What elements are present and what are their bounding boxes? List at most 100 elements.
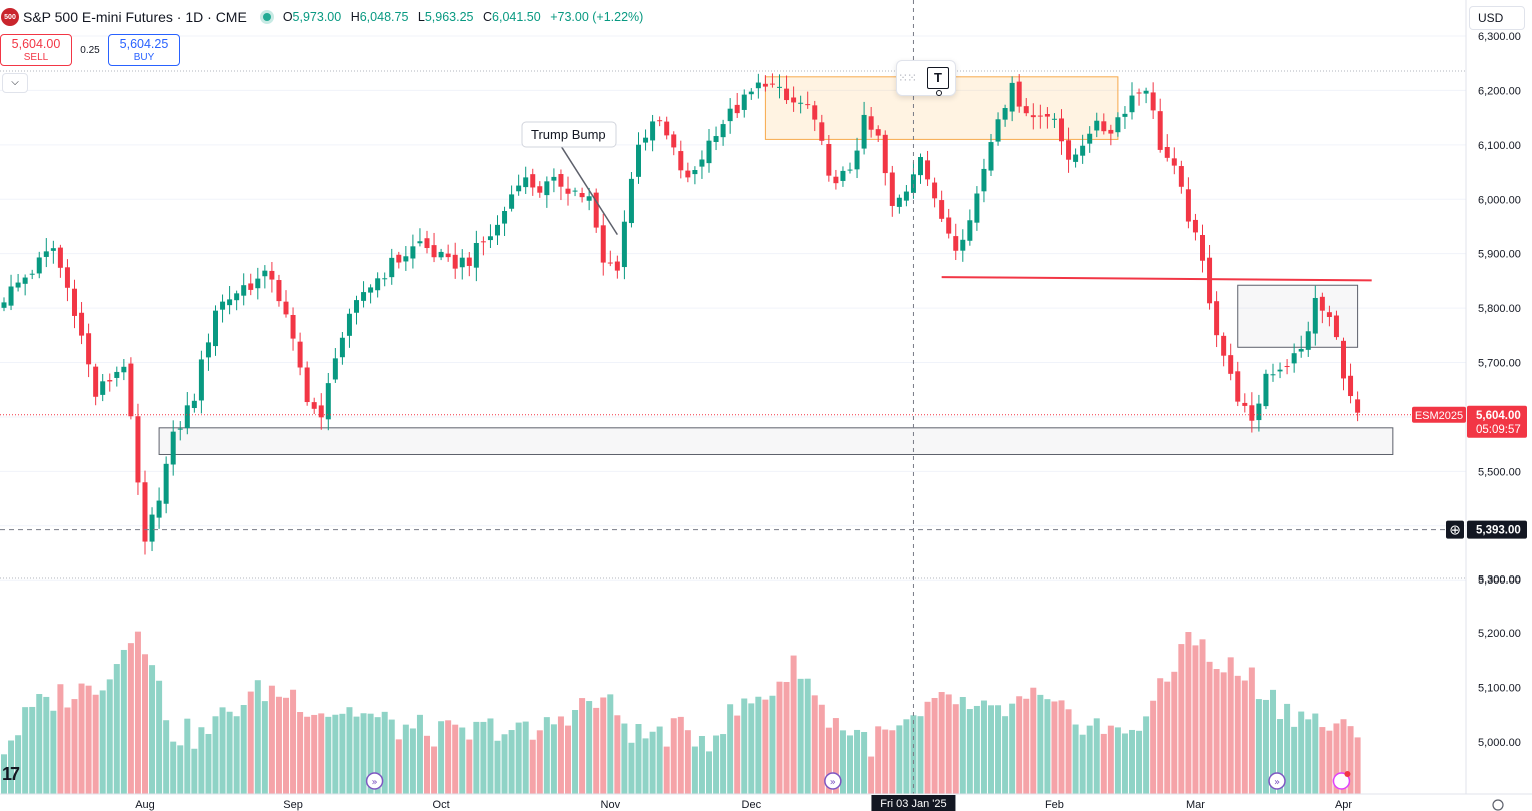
candle-body bbox=[389, 257, 395, 278]
candle-body bbox=[495, 224, 500, 236]
volume-tick-label: 5,200.00 bbox=[1478, 628, 1521, 640]
candle-body bbox=[579, 193, 585, 198]
volume-bar bbox=[1340, 719, 1347, 794]
candle-body bbox=[572, 190, 578, 192]
volume-bar bbox=[170, 741, 177, 794]
candle-body bbox=[445, 253, 451, 258]
close-value: 6,041.50 bbox=[492, 10, 541, 24]
annotation-pointer-line bbox=[560, 145, 618, 236]
symbol-title[interactable]: S&P 500 E-mini Futures · 1D · CME bbox=[23, 9, 247, 25]
candle-body bbox=[713, 136, 719, 142]
volume-bar bbox=[938, 692, 945, 794]
text-tool-icon[interactable]: T bbox=[927, 67, 949, 96]
volume-bar bbox=[1305, 719, 1312, 794]
volume-bar bbox=[233, 716, 240, 794]
volume-bar bbox=[706, 751, 712, 794]
candle-body bbox=[861, 114, 867, 149]
change-value: +73.00 (+1.22%) bbox=[550, 10, 644, 24]
volume-bar bbox=[847, 735, 853, 794]
volume-bar bbox=[1298, 711, 1305, 794]
candle-body bbox=[29, 273, 35, 275]
volume-bar bbox=[1093, 718, 1100, 794]
candle-body bbox=[255, 278, 261, 289]
candle-body bbox=[1270, 374, 1276, 376]
buy-button[interactable]: 5,604.25 BUY bbox=[108, 34, 180, 66]
candle-body bbox=[121, 366, 127, 373]
volume-bar bbox=[1241, 680, 1248, 794]
volume-bar bbox=[1326, 730, 1333, 794]
currency-select[interactable]: USD bbox=[1469, 6, 1525, 30]
volume-bar bbox=[1270, 689, 1276, 794]
volume-bar bbox=[445, 720, 452, 794]
drawing-toolbar[interactable]: ⁙⁙ T bbox=[896, 60, 956, 96]
volume-bar bbox=[325, 716, 332, 794]
volume-bar bbox=[1164, 681, 1171, 794]
volume-bar bbox=[649, 731, 656, 794]
volume-bar bbox=[1121, 733, 1128, 794]
candle-body bbox=[974, 193, 980, 223]
volume-bar bbox=[120, 649, 127, 794]
candle-body bbox=[1087, 133, 1093, 144]
candle-body bbox=[1009, 82, 1015, 112]
volume-bar bbox=[917, 716, 924, 794]
close-label: C bbox=[483, 10, 493, 24]
candle-body bbox=[1298, 348, 1304, 352]
candle-body bbox=[628, 178, 634, 224]
candle-body bbox=[1200, 235, 1205, 261]
drag-handle-icon[interactable]: ⁙⁙ bbox=[897, 71, 917, 85]
plus-icon: ⊕ bbox=[1449, 523, 1461, 539]
time-tick-label: Feb bbox=[1045, 799, 1064, 811]
candle-body bbox=[833, 176, 839, 184]
candle-body bbox=[1312, 297, 1318, 334]
candle-body bbox=[86, 333, 92, 365]
volume-bar bbox=[452, 724, 459, 794]
volume-bar bbox=[621, 723, 628, 794]
candle-body bbox=[276, 280, 282, 302]
volume-bar bbox=[78, 683, 85, 794]
time-tick-label: Aug bbox=[135, 799, 155, 811]
candle-body bbox=[262, 270, 268, 277]
volume-bar bbox=[304, 716, 311, 794]
tradingview-logo-icon[interactable]: 17 bbox=[2, 764, 20, 784]
candle-body bbox=[889, 172, 895, 206]
candle-body bbox=[311, 402, 317, 409]
settings-gear-icon bbox=[1492, 799, 1504, 811]
volume-bar bbox=[995, 705, 1002, 794]
candle-body bbox=[1157, 111, 1163, 150]
candle-body bbox=[692, 170, 698, 175]
volume-bar bbox=[868, 756, 875, 794]
collapse-legend-button[interactable]: ⌵ bbox=[2, 73, 28, 93]
price-tick-label: 6,200.00 bbox=[1478, 85, 1521, 97]
candle-body bbox=[480, 241, 486, 243]
volume-bar bbox=[22, 707, 29, 794]
price-tick-label: 5,900.00 bbox=[1478, 249, 1521, 261]
crosshair-price-badge bbox=[1467, 520, 1527, 539]
candle-body bbox=[741, 94, 747, 110]
low-value: 5,963.25 bbox=[424, 10, 474, 24]
volume-bar bbox=[762, 699, 769, 794]
volume-bar bbox=[988, 705, 994, 794]
volume-bar bbox=[1044, 699, 1051, 794]
volume-bar bbox=[1333, 723, 1340, 794]
price-tick-label: 5,700.00 bbox=[1478, 358, 1521, 370]
volume-bar bbox=[797, 678, 804, 794]
volume-bar bbox=[1178, 644, 1185, 794]
symbol-badge bbox=[1412, 406, 1466, 423]
candle-body bbox=[565, 188, 571, 194]
candle-body bbox=[72, 288, 77, 316]
volume-bar bbox=[177, 745, 184, 794]
candle-body bbox=[819, 122, 825, 141]
buy-price: 5,604.25 bbox=[119, 37, 169, 51]
volume-bar bbox=[1220, 672, 1227, 794]
time-tick-label: Apr bbox=[1335, 799, 1352, 811]
candle-body bbox=[438, 251, 444, 258]
candle-body bbox=[600, 225, 606, 263]
volume-bar bbox=[106, 679, 113, 794]
volume-bar bbox=[1086, 725, 1093, 794]
candle-body bbox=[1326, 312, 1332, 317]
volume-bar bbox=[1227, 657, 1234, 794]
notification-dot-icon bbox=[1344, 771, 1351, 777]
candle-body bbox=[114, 371, 120, 378]
sell-button[interactable]: 5,604.00 SELL bbox=[0, 34, 72, 66]
